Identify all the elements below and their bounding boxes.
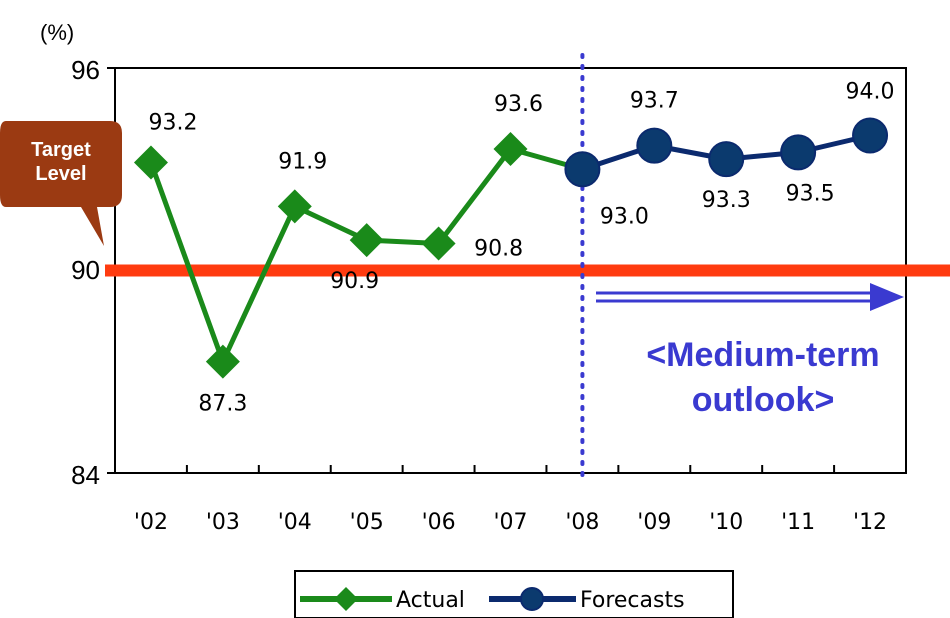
data-point-actual <box>277 189 312 224</box>
legend-marker-actual <box>334 587 358 611</box>
x-tick-label: '12 <box>853 510 887 535</box>
outlook-arrow-head <box>870 283 904 311</box>
data-label: 93.6 <box>494 92 543 117</box>
data-point-forecasts <box>564 151 601 188</box>
legend: Actual Forecasts <box>294 570 734 618</box>
data-labels: 93.2 87.3 91.9 90.9 90.8 93.6 93.0 93.7 93.3 93.5… <box>148 80 894 417</box>
target-label-line1: Target <box>31 139 91 161</box>
outlook-label-line1: <Medium-term <box>646 336 879 374</box>
y-unit-label: (%) <box>40 20 74 45</box>
x-tick-label: '11 <box>781 510 815 535</box>
target-label-line2: Level <box>35 163 86 185</box>
outlook-label-line2: outlook> <box>692 381 835 419</box>
x-tick-label: '04 <box>278 510 312 535</box>
y-tick-label: 84 <box>71 460 100 490</box>
legend-label-forecasts: Forecasts <box>580 588 685 613</box>
target-callout-shape <box>0 121 122 246</box>
data-point-forecasts <box>708 141 745 178</box>
data-point-actual <box>205 344 240 379</box>
x-tick-label: '02 <box>134 510 168 535</box>
y-axis: 96 90 84 <box>71 55 100 490</box>
data-point-forecasts <box>636 127 673 164</box>
x-tick-label: '07 <box>493 510 527 535</box>
data-label: 94.0 <box>846 80 895 105</box>
legend-item-actual: Actual <box>300 587 465 613</box>
data-point-actual <box>493 132 528 166</box>
x-tick-label: '05 <box>350 510 384 535</box>
data-point-forecasts <box>780 134 817 171</box>
x-tick-label: '03 <box>206 510 240 535</box>
data-label: 93.0 <box>600 204 649 229</box>
series-group <box>133 117 889 379</box>
data-point-actual <box>421 226 456 261</box>
x-tick-label: '09 <box>637 510 671 535</box>
legend-item-forecasts: Forecasts <box>489 587 685 613</box>
data-label: 93.7 <box>630 89 679 114</box>
legend-box <box>294 570 734 618</box>
data-point-actual <box>349 223 384 258</box>
legend-label-actual: Actual <box>396 588 465 613</box>
x-tick-label: '06 <box>422 510 456 535</box>
y-tick-label: 90 <box>71 255 100 285</box>
data-label: 91.9 <box>278 149 327 174</box>
data-point-forecasts <box>852 117 889 154</box>
outlook-arrow <box>596 283 904 311</box>
data-point-actual <box>133 145 168 180</box>
data-label: 93.5 <box>786 181 835 206</box>
data-label: 87.3 <box>198 392 247 417</box>
legend-marker-forecasts <box>520 587 544 611</box>
data-label: 93.2 <box>148 111 197 136</box>
target-level-callout: Target Level <box>0 121 122 246</box>
x-axis: '02 '03 '04 '05 '06 '07 '08 '09 '10 '11 '12 <box>134 510 887 535</box>
data-label: 90.8 <box>474 237 523 262</box>
x-tick-label: '08 <box>565 510 599 535</box>
x-tick-label: '10 <box>709 510 743 535</box>
y-tick-label: 96 <box>71 55 100 85</box>
data-label: 93.3 <box>702 188 751 213</box>
data-label: 90.9 <box>330 269 379 294</box>
